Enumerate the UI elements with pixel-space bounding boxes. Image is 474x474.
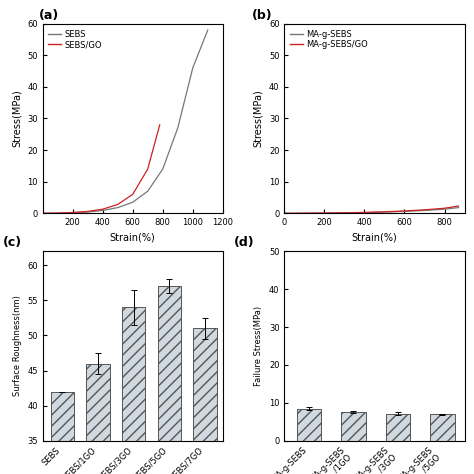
- Bar: [430, 414, 455, 441]
- Y-axis label: Stress(MPa): Stress(MPa): [254, 90, 264, 147]
- Text: (c): (c): [3, 236, 22, 249]
- Bar: [385, 413, 410, 441]
- Bar: [341, 412, 365, 441]
- Y-axis label: Failure Stress(MPa): Failure Stress(MPa): [255, 306, 264, 386]
- Text: (b): (b): [252, 9, 273, 21]
- Bar: [122, 308, 145, 474]
- Text: (a): (a): [39, 9, 59, 21]
- Bar: [86, 364, 109, 474]
- Legend: MA-g-SEBS, MA-g-SEBS/GO: MA-g-SEBS, MA-g-SEBS/GO: [289, 28, 370, 51]
- Legend: SEBS, SEBS/GO: SEBS, SEBS/GO: [47, 28, 103, 51]
- Y-axis label: Surface Roughness(nm): Surface Roughness(nm): [13, 296, 22, 396]
- Bar: [158, 286, 181, 474]
- Bar: [193, 328, 217, 474]
- Bar: [51, 392, 74, 474]
- Text: (d): (d): [234, 236, 255, 249]
- Y-axis label: Stress(MPa): Stress(MPa): [12, 90, 22, 147]
- X-axis label: Strain(%): Strain(%): [352, 233, 397, 243]
- Bar: [297, 409, 321, 441]
- X-axis label: Strain(%): Strain(%): [110, 233, 155, 243]
